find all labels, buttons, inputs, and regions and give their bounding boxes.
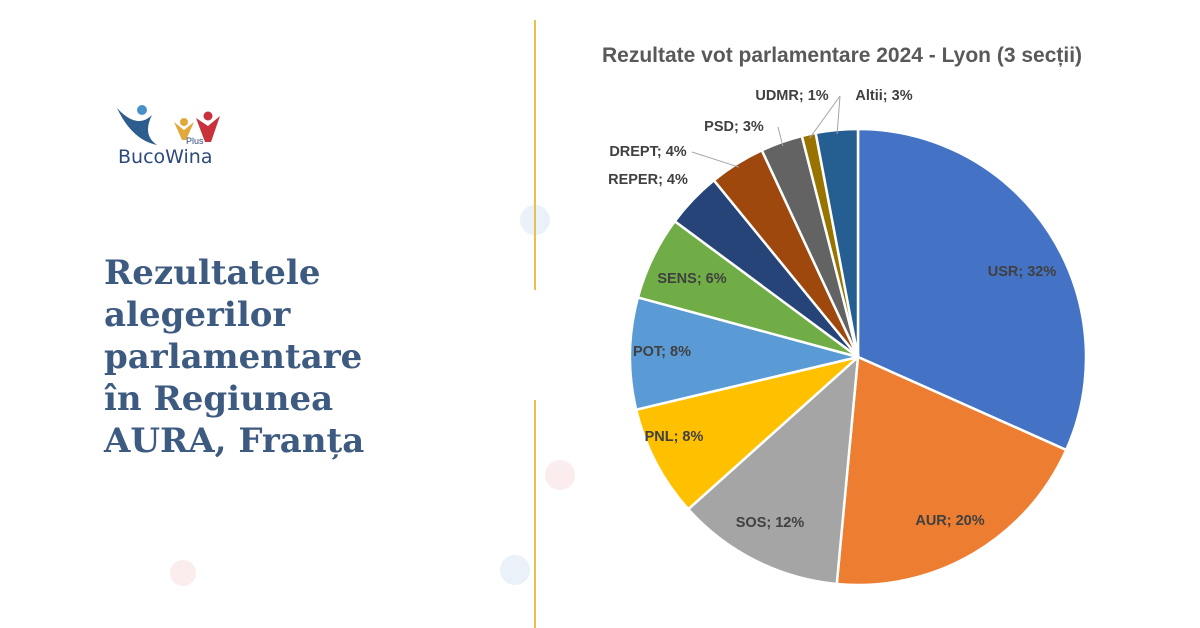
brand-suffix: Plus <box>186 136 204 146</box>
heading-line: Rezultatele <box>104 253 321 293</box>
divider-line <box>534 400 536 628</box>
heading-line: parlamentare <box>104 337 363 377</box>
data-label-aur: AUR; 20% <box>915 513 984 529</box>
leader-line <box>809 95 841 139</box>
data-label-usr: USR; 32% <box>988 264 1057 280</box>
pie-slice-usr <box>856 127 1088 452</box>
brand-logo <box>112 100 232 175</box>
data-label-udmr: UDMR; 1% <box>755 88 828 104</box>
pie-slice-aur <box>835 355 1068 587</box>
data-label-sos: SOS; 12% <box>736 515 805 531</box>
leader-line <box>836 95 841 135</box>
data-label-altii: Altii; 3% <box>855 88 912 104</box>
data-label-pot: POT; 8% <box>633 344 691 360</box>
page-heading: Rezultatele alegerilor parlamentare în R… <box>104 252 404 462</box>
decor-circle <box>170 560 196 586</box>
data-label-drept: DREPT; 4% <box>609 144 686 160</box>
brand-name: BucoWina <box>118 146 213 168</box>
pie-slice-altii <box>814 127 860 358</box>
heading-line: alegerilor <box>104 295 291 335</box>
leader-line <box>691 151 740 168</box>
data-label-pnl: PNL; 8% <box>645 429 704 445</box>
chart-title: Rezultate vot parlamentare 2024 - Lyon (… <box>602 44 1083 67</box>
decor-circle <box>545 460 575 490</box>
divider-line <box>534 20 536 290</box>
pie-slice-pot <box>628 295 859 412</box>
data-label-sens: SENS; 6% <box>657 271 726 287</box>
decor-circle <box>500 555 530 585</box>
data-label-reper: REPER; 4% <box>608 172 688 188</box>
heading-line: în Regiunea <box>104 379 334 419</box>
heading-line: AURA, Franța <box>104 421 365 461</box>
logo-figures-icon <box>117 105 220 145</box>
pie-slice-pnl <box>634 355 859 511</box>
leader-line <box>777 126 784 147</box>
data-label-psd: PSD; 3% <box>704 119 764 135</box>
pie-slice-sos <box>686 353 860 586</box>
